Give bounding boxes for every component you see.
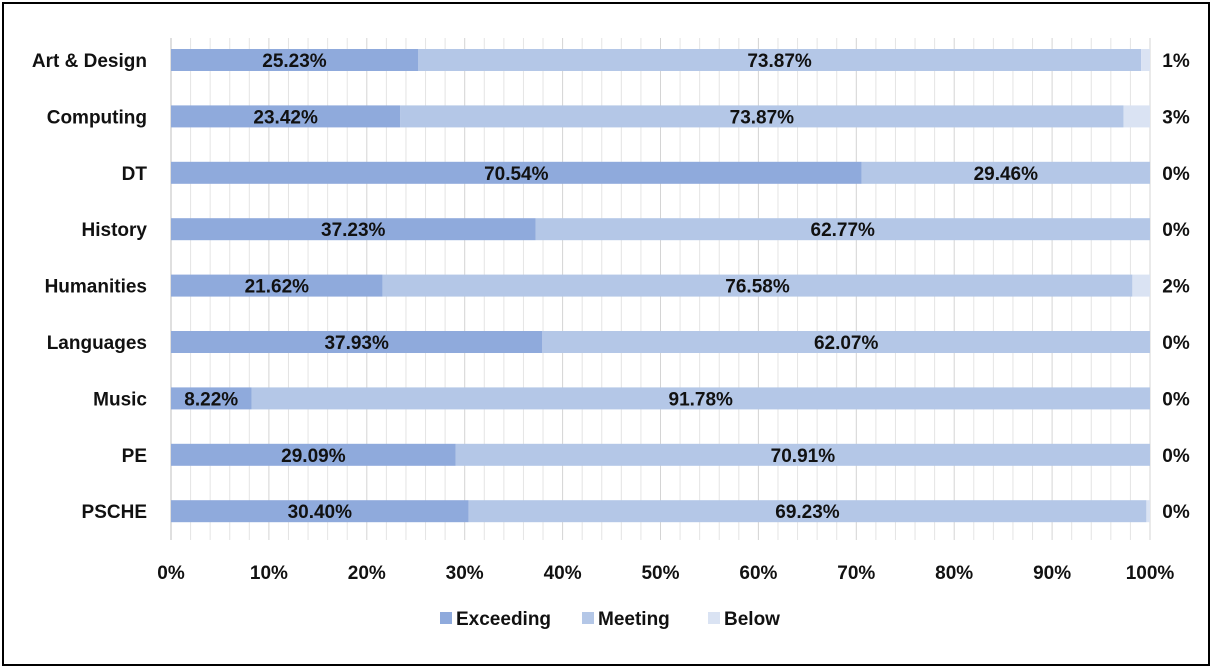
data-label-exceeding: 25.23%: [262, 51, 327, 72]
legend-label-meeting: Meeting: [598, 609, 670, 630]
bar-meeting: [535, 218, 1150, 241]
bar-exceeding: [171, 274, 383, 297]
bar-meeting: [542, 331, 1150, 353]
legend-swatch-exceeding: [440, 612, 452, 624]
x-tick-label: 20%: [348, 563, 386, 584]
legend-label-exceeding: Exceeding: [456, 609, 551, 630]
data-label-below: 0%: [1162, 502, 1190, 523]
data-label-exceeding: 37.23%: [321, 220, 386, 241]
bar-meeting: [400, 105, 1124, 128]
data-label-meeting: 69.23%: [775, 502, 840, 523]
data-label-meeting: 73.87%: [747, 51, 812, 72]
data-label-exceeding: 21.62%: [245, 277, 310, 298]
data-label-meeting: 62.77%: [811, 220, 876, 241]
bar-exceeding: [171, 443, 456, 466]
data-label-meeting: 29.46%: [974, 164, 1039, 185]
data-label-meeting: 70.91%: [771, 446, 836, 467]
bars: 25.23% 73.87% 1% 23.42% 73.87% 3% 70.54% 29.46%…: [171, 49, 1190, 523]
x-tick-label: 60%: [739, 563, 777, 584]
category-label: PSCHE: [82, 502, 147, 523]
bar-exceeding: [171, 161, 862, 184]
data-label-meeting: 62.07%: [814, 333, 879, 354]
bar-meeting: [418, 49, 1142, 71]
data-label-exceeding: 23.42%: [253, 107, 318, 128]
bar-meeting: [468, 500, 1147, 523]
x-tick-label: 30%: [446, 563, 484, 584]
data-label-below: 0%: [1162, 220, 1190, 241]
data-label-meeting: 91.78%: [669, 389, 734, 410]
category-label: Languages: [47, 333, 147, 354]
category-label: Humanities: [45, 277, 147, 298]
x-tick-label: 10%: [250, 563, 288, 584]
data-label-exceeding: 70.54%: [484, 164, 549, 185]
x-tick-labels: 0% 10% 20% 30% 40% 50% 60% 70% 80% 90% 100%: [157, 563, 1174, 584]
category-label: DT: [122, 164, 148, 185]
bar-exceeding: [171, 500, 469, 523]
data-label-below: 1%: [1162, 51, 1190, 72]
data-label-exceeding: 8.22%: [184, 389, 238, 410]
data-label-below: 0%: [1162, 164, 1190, 185]
x-tick-label: 80%: [935, 563, 973, 584]
bar-below: [1132, 274, 1150, 297]
category-label: History: [82, 220, 148, 241]
bar-meeting: [861, 161, 1150, 184]
bar-below: [1123, 105, 1150, 128]
x-tick-label: 90%: [1033, 563, 1071, 584]
data-label-exceeding: 30.40%: [288, 502, 353, 523]
category-label: Music: [93, 389, 147, 410]
data-label-meeting: 73.87%: [730, 107, 795, 128]
bar-exceeding: [171, 49, 419, 71]
data-label-below: 3%: [1162, 107, 1190, 128]
data-label-below: 0%: [1162, 333, 1190, 354]
bar-meeting: [382, 274, 1133, 297]
category-label: PE: [122, 446, 147, 467]
x-tick-label: 70%: [837, 563, 875, 584]
bar-exceeding: [171, 218, 536, 241]
data-label-meeting: 76.58%: [725, 277, 790, 298]
bar-below: [1146, 500, 1150, 523]
category-label: Computing: [47, 107, 147, 128]
x-tick-label: 100%: [1126, 563, 1175, 584]
data-label-exceeding: 37.93%: [324, 333, 389, 354]
data-label-below: 0%: [1162, 389, 1190, 410]
bar-exceeding: [171, 105, 401, 128]
bar-meeting: [251, 387, 1150, 410]
data-label-exceeding: 29.09%: [281, 446, 346, 467]
legend-swatch-below: [708, 612, 720, 624]
legend-label-below: Below: [724, 609, 780, 630]
bar-exceeding: [171, 387, 252, 410]
x-tick-label: 40%: [544, 563, 582, 584]
category-labels: Art & Design Computing DT History Humanities…: [32, 51, 148, 523]
legend-swatch-meeting: [582, 612, 594, 624]
bar-meeting: [455, 443, 1150, 466]
legend: Exceeding Meeting Below: [440, 609, 780, 630]
category-label: Art & Design: [32, 51, 147, 72]
x-tick-label: 0%: [157, 563, 185, 584]
data-label-below: 0%: [1162, 446, 1190, 467]
data-label-below: 2%: [1162, 277, 1190, 298]
bar-below: [1141, 49, 1150, 71]
bar-exceeding: [171, 331, 543, 353]
x-tick-label: 50%: [641, 563, 679, 584]
